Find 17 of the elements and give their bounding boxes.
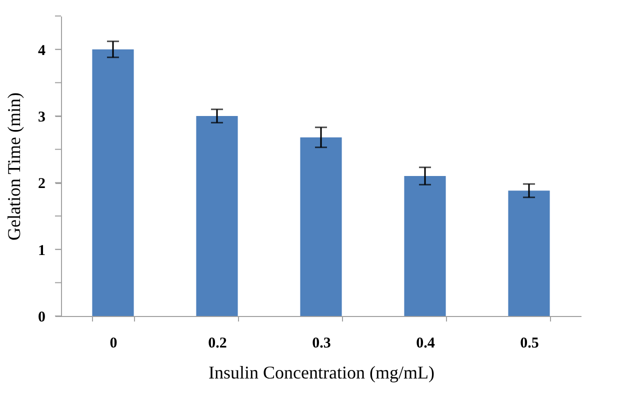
x-tick-label: 0 xyxy=(110,336,118,352)
x-tick-label: 0.4 xyxy=(416,336,436,352)
y-tick-label: 1 xyxy=(38,242,46,259)
bar xyxy=(92,49,134,316)
y-axis-title: Gelation Time (min) xyxy=(4,92,24,240)
x-tick-label: 0.2 xyxy=(208,336,227,352)
y-tick-label: 2 xyxy=(38,176,46,192)
y-tick-label: 4 xyxy=(38,42,46,59)
x-axis-title: Insulin Concentration (mg/mL) xyxy=(208,362,434,382)
bar xyxy=(300,137,342,316)
bar xyxy=(404,176,446,316)
y-tick-label: 3 xyxy=(38,110,46,126)
x-tick-label: 0.3 xyxy=(312,336,331,352)
bar xyxy=(508,190,550,316)
x-tick-label: 0.5 xyxy=(520,336,539,352)
y-tick-label: 0 xyxy=(38,310,46,326)
bar xyxy=(196,116,238,316)
